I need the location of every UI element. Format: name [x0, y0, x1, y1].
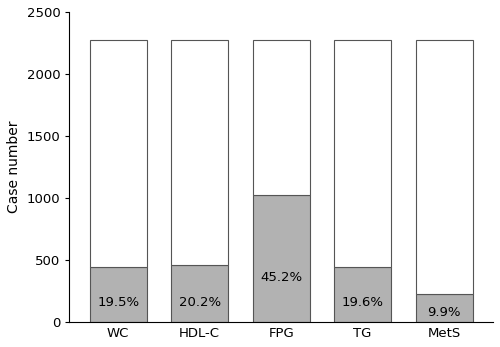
Bar: [90, 41, 146, 267]
Bar: [252, 41, 310, 195]
Text: 9.9%: 9.9%: [428, 306, 461, 319]
Bar: [171, 265, 228, 322]
Y-axis label: Case number: Case number: [7, 121, 21, 213]
Bar: [90, 267, 146, 322]
Text: 45.2%: 45.2%: [260, 271, 302, 284]
Bar: [252, 195, 310, 322]
Text: 20.2%: 20.2%: [178, 296, 220, 309]
Text: 19.6%: 19.6%: [342, 296, 384, 310]
Bar: [416, 294, 472, 322]
Bar: [416, 41, 472, 294]
Bar: [334, 267, 391, 322]
Bar: [334, 41, 391, 267]
Bar: [171, 41, 228, 265]
Text: 19.5%: 19.5%: [97, 296, 139, 310]
